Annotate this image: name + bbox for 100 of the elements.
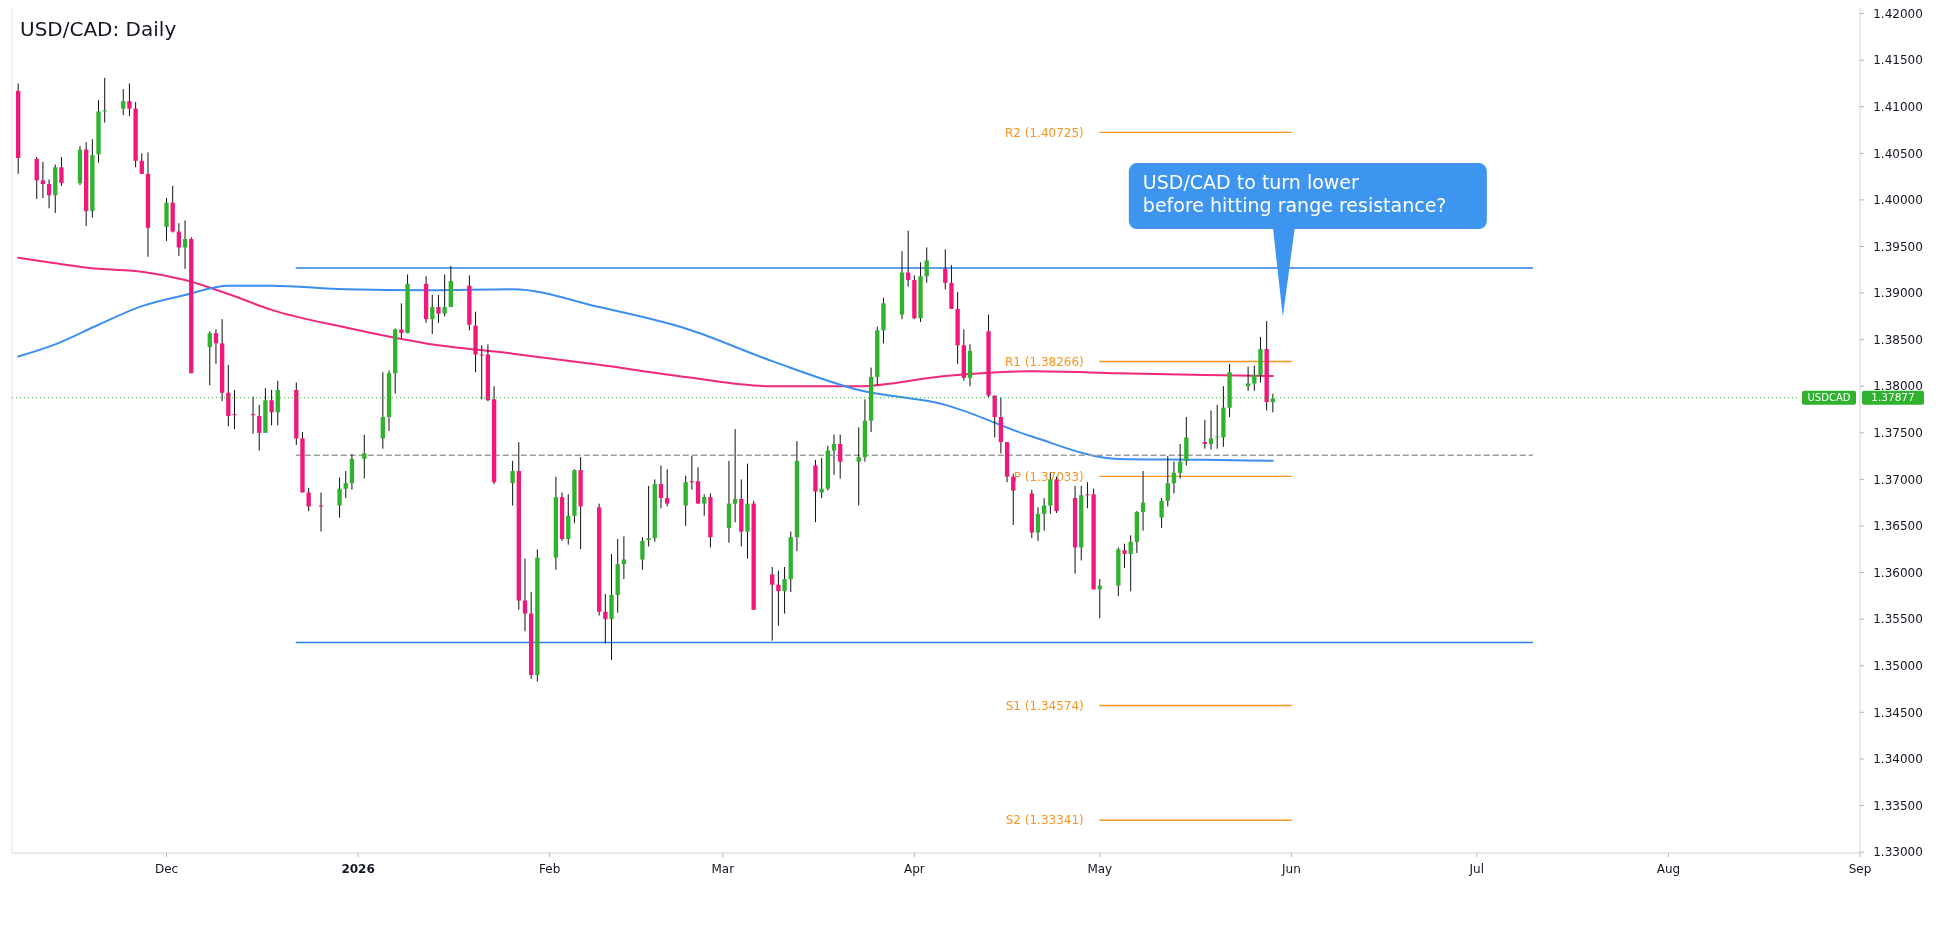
candlestick	[1171, 461, 1177, 494]
candlestick	[59, 156, 64, 187]
ref-line-label: USDCAD	[1807, 392, 1851, 404]
line-series	[17, 256, 1274, 388]
candlestick	[732, 428, 738, 523]
y-tick-label: 1.33500	[1873, 798, 1923, 813]
series-label: R1 (1.38266)	[1005, 354, 1084, 369]
line-series	[17, 284, 1274, 462]
text: USD/CAD: Daily	[20, 17, 177, 41]
candlestick	[1128, 534, 1133, 592]
candlestick	[127, 82, 132, 117]
candlestick	[318, 491, 324, 533]
y-tick-label: 1.40000	[1873, 193, 1923, 208]
candlestick	[207, 330, 212, 386]
candlestick	[232, 389, 237, 430]
candlestick	[121, 88, 126, 116]
annotation: USD/CAD to turn lower before hitting range resistance?	[1142, 171, 1447, 217]
candlestick	[1202, 419, 1208, 450]
y-tick-label: 1.36000	[1873, 565, 1923, 580]
candlestick	[1184, 416, 1189, 466]
candlestick	[343, 470, 348, 499]
candlestick	[831, 434, 837, 476]
candlestick	[658, 464, 664, 509]
y-tick-label: 1.38500	[1873, 332, 1923, 347]
y-tick-label: 1.42000	[1873, 6, 1923, 21]
candlestick	[1208, 409, 1214, 451]
series-label: S2 (1.33341)	[1005, 813, 1084, 828]
candlestick	[1035, 506, 1041, 542]
y-tick-label: 1.36500	[1873, 519, 1923, 534]
y-tick-label: 1.39500	[1873, 239, 1923, 254]
series-label: R2 (1.40725)	[1005, 125, 1084, 140]
candlestick	[430, 294, 435, 335]
candlestick	[702, 493, 707, 517]
y-tick-label: 1.35000	[1873, 658, 1923, 673]
candlestick	[436, 294, 441, 324]
x-tick-label: Apr	[903, 862, 925, 876]
candlestick	[139, 152, 144, 175]
candlestick	[646, 485, 651, 547]
x-tick-label: Sep	[1848, 862, 1872, 876]
y-tick-label: 1.37500	[1873, 426, 1923, 441]
candlestick	[362, 434, 367, 479]
candlestick	[640, 536, 645, 571]
y-tick-label: 1.38000	[1873, 379, 1923, 394]
candlestick	[689, 455, 695, 491]
candlestick	[213, 328, 219, 365]
candlestick	[1011, 473, 1016, 526]
candlestick	[1159, 497, 1164, 529]
x-tick-label: May	[1087, 862, 1113, 876]
candlestick	[399, 302, 404, 340]
candlestick	[337, 477, 342, 519]
candlestick	[1042, 497, 1047, 532]
candlestick	[257, 404, 262, 452]
candlestick	[770, 566, 775, 642]
candlestick	[40, 161, 46, 199]
candlestick	[102, 77, 107, 124]
x-tick-label: Jul	[1468, 862, 1485, 876]
candlestick	[776, 570, 781, 627]
candlestick	[34, 156, 39, 200]
y-tick-label: 1.37000	[1873, 472, 1923, 487]
candlestick	[1215, 404, 1220, 450]
candlestick	[856, 426, 861, 506]
x-tick-label: Dec	[154, 862, 179, 876]
y-tick-label: 1.33000	[1873, 845, 1923, 860]
y-tick-label: 1.37877	[1871, 391, 1915, 404]
candlestick	[250, 396, 256, 435]
y-tick-label: 1.39000	[1873, 286, 1923, 301]
candlestick	[1177, 443, 1183, 479]
candlestick	[1165, 455, 1170, 507]
candlestick	[522, 558, 528, 632]
candlestick	[603, 593, 608, 644]
candlestick	[664, 468, 670, 507]
candlestick	[943, 248, 948, 290]
candlestick	[46, 178, 52, 209]
candlestick	[819, 457, 824, 499]
candlestick	[510, 460, 515, 506]
candlestick	[1245, 366, 1251, 392]
candlestick	[838, 434, 843, 479]
y-tick-label: 1.34500	[1873, 705, 1923, 720]
candlestick	[226, 364, 231, 427]
x-tick-label: Feb	[539, 862, 561, 876]
y-tick-label: 1.35500	[1873, 612, 1923, 627]
candlestick	[695, 466, 701, 505]
candlestick	[442, 273, 447, 317]
candlestick	[566, 493, 571, 546]
candlestick	[479, 344, 484, 400]
candlestick	[269, 389, 274, 426]
candlestick	[782, 566, 787, 615]
x-tick-label: 2026	[341, 862, 375, 876]
y-tick-label: 1.40500	[1873, 146, 1923, 161]
candlestick	[1140, 470, 1146, 532]
y-tick-label: 1.41000	[1873, 99, 1923, 114]
candlestick	[306, 487, 311, 512]
x-tick-label: Mar	[711, 862, 735, 876]
y-tick-label: 1.34000	[1873, 752, 1923, 767]
y-tick-label: 1.41500	[1873, 53, 1923, 68]
candlestick	[683, 475, 688, 527]
x-tick-label: Jun	[1281, 862, 1301, 876]
candlestick	[1122, 543, 1127, 569]
series-label: S1 (1.34574)	[1005, 698, 1084, 713]
x-tick-label: Aug	[1656, 862, 1681, 876]
